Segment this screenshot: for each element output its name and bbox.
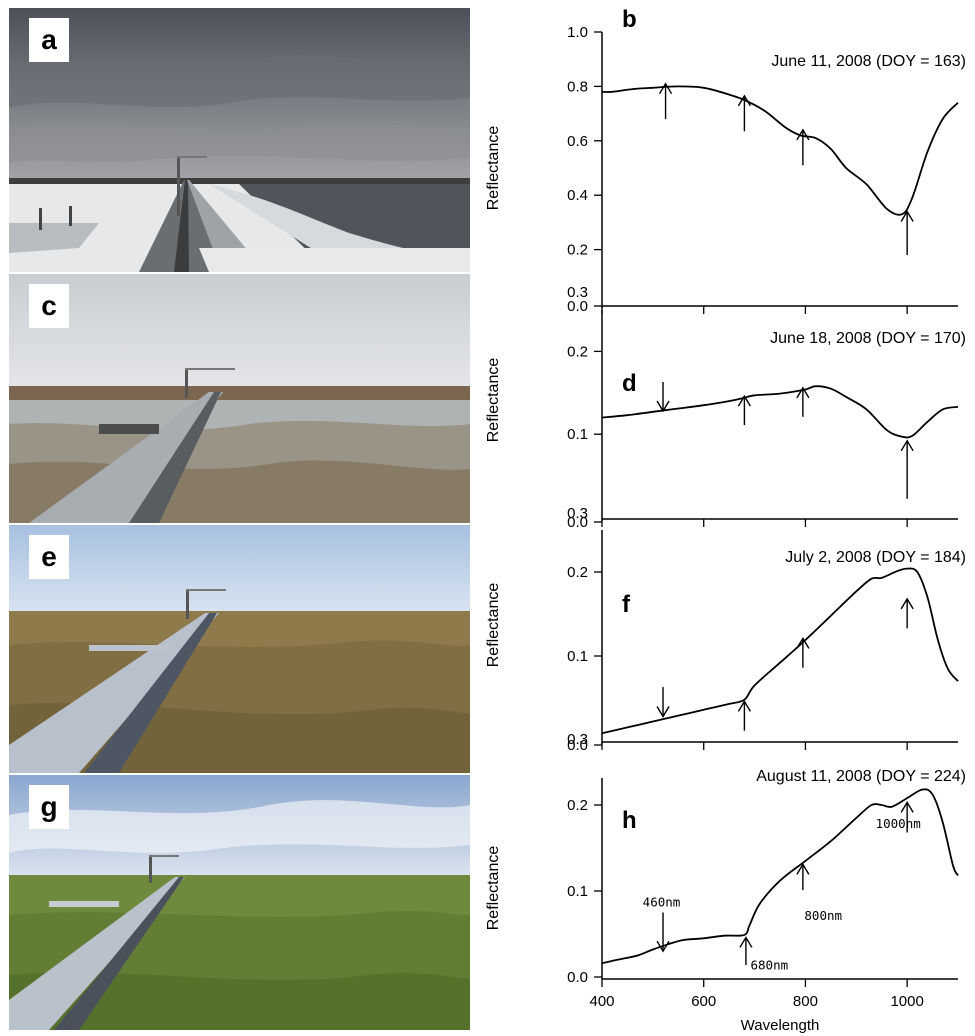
panel-letter-h: h (622, 807, 637, 834)
arrow-head-h-3 (900, 801, 914, 813)
photo-label-e: e (29, 535, 69, 579)
y-tick-label-extra-f: 0.3 (567, 731, 588, 748)
chart-title-f: July 2, 2008 (DOY = 184) (785, 549, 966, 566)
photo-label-a: a (29, 18, 69, 62)
arrow-head-f-3 (900, 597, 914, 610)
y-axis-label-f: Reflectance (485, 583, 502, 668)
arrow-head-h-2 (796, 862, 810, 875)
x-tick-label-h-0: 400 (589, 993, 614, 1010)
arrow-head-b-3 (900, 210, 914, 222)
panel-letter-b: b (622, 6, 637, 33)
y-tick-label-b-3: 0.4 (567, 187, 588, 204)
photo-c: c (9, 274, 470, 523)
arrow-head-b-1 (737, 94, 752, 107)
y-tick-label-b-1: 0.8 (567, 78, 588, 95)
y-tick-label-f-2: 0.0 (567, 737, 588, 754)
arrow-head-d-1 (737, 394, 752, 407)
y-tick-label-f-1: 0.1 (567, 648, 588, 665)
photo-a: a (9, 8, 470, 272)
photo-e-scene (9, 525, 470, 773)
y-tick-label-f-0: 0.2 (567, 564, 588, 581)
arrow-head-f-0 (656, 706, 670, 718)
y-tick-label-b-2: 0.6 (567, 133, 588, 150)
y-tick-label-extra-d: 0.3 (567, 505, 588, 522)
annotation-h-3: 1000nm (876, 816, 921, 831)
x-axis-label-h: Wavelength (741, 1017, 820, 1034)
y-tick-label-d-1: 0.1 (567, 426, 588, 443)
photo-e: e (9, 525, 470, 773)
y-tick-label-extra-b: 0.3 (567, 284, 588, 301)
series-line-d (601, 385, 959, 439)
y-tick-label-h-1: 0.1 (567, 883, 588, 900)
x-tick-label-h-1: 600 (691, 993, 716, 1010)
arrow-head-b-2 (796, 128, 810, 141)
arrow-head-d-3 (900, 439, 914, 452)
arrow-head-f-2 (796, 636, 810, 649)
photo-g-scene (9, 775, 470, 1030)
y-tick-label-b-0: 1.0 (567, 24, 588, 41)
panel-letter-f: f (622, 591, 631, 618)
x-tick-label-h-3: 1000 (890, 993, 923, 1010)
y-tick-label-b-4: 0.2 (567, 242, 588, 259)
chart-title-h: August 11, 2008 (DOY = 224) (756, 768, 966, 785)
annotation-h-0: 460nm (643, 894, 681, 909)
photo-label-c: c (29, 284, 69, 328)
series-line-f (601, 567, 959, 735)
y-axis-label-h: Reflectance (485, 846, 502, 931)
arrow-head-b-0 (658, 82, 673, 95)
arrow-head-h-1 (739, 936, 753, 948)
x-tick-label-h-2: 800 (793, 993, 818, 1010)
arrow-head-h-0 (656, 940, 670, 953)
y-tick-label-h-0: 0.2 (567, 797, 588, 814)
annotation-h-1: 680nm (751, 957, 789, 972)
y-axis-label-d: Reflectance (485, 358, 502, 443)
annotation-h-2: 800nm (804, 908, 842, 923)
y-axis-label-b: Reflectance (485, 126, 502, 211)
photo-c-scene (9, 274, 470, 523)
y-tick-label-b-5: 0.0 (567, 298, 588, 315)
chart-title-d: June 18, 2008 (DOY = 170) (770, 330, 966, 347)
series-line-b (601, 85, 959, 216)
arrow-head-d-2 (796, 386, 810, 399)
y-tick-label-h-2: 0.0 (567, 969, 588, 986)
photo-g: g (9, 775, 470, 1030)
arrow-head-d-0 (656, 400, 670, 413)
y-tick-label-d-2: 0.0 (567, 514, 588, 531)
photo-label-g: g (29, 785, 69, 829)
arrow-head-f-1 (737, 699, 752, 712)
panel-letter-d: d (622, 370, 637, 397)
photo-a-scene (9, 8, 470, 272)
y-tick-label-d-0: 0.2 (567, 343, 588, 360)
chart-title-b: June 11, 2008 (DOY = 163) (771, 53, 966, 70)
